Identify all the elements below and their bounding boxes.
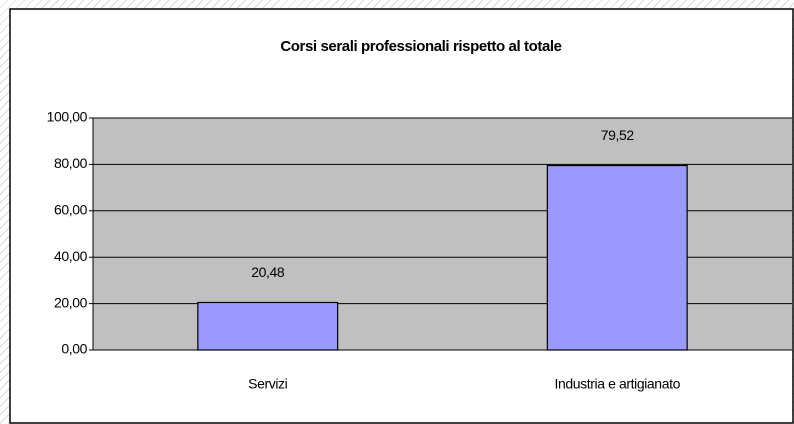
x-tick-label: Industria e artigianato [555, 376, 681, 392]
data-label: 79,52 [601, 127, 635, 143]
x-tick-label: Servizi [248, 376, 287, 392]
y-tick-label: 100,00 [47, 109, 88, 125]
y-tick-label: 40,00 [54, 248, 88, 264]
y-tick-label: 60,00 [54, 202, 88, 218]
y-tick-label: 0,00 [61, 341, 87, 357]
y-tick-label: 20,00 [54, 294, 88, 310]
bar [546, 164, 688, 351]
data-label: 20,48 [251, 264, 285, 280]
bar [197, 301, 339, 351]
chart-title: Corsi serali professionali rispetto al t… [280, 38, 561, 55]
y-tick-label: 80,00 [54, 155, 88, 171]
